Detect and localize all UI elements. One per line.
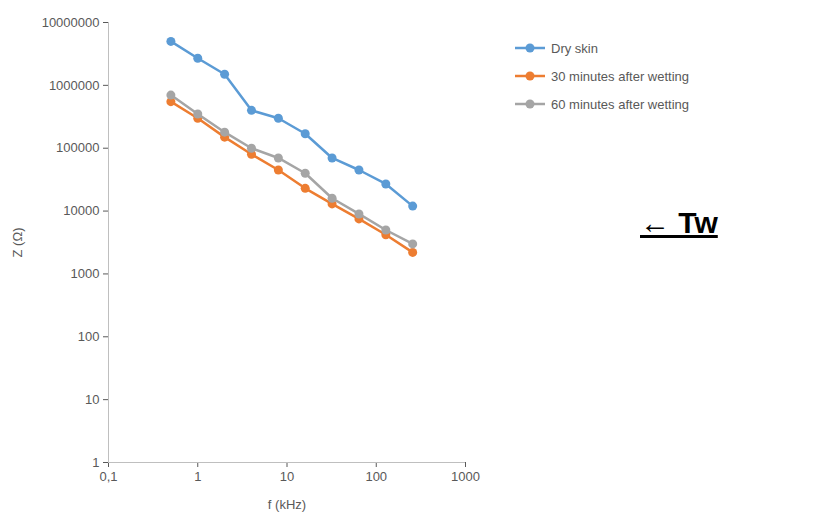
html-text:60 minutes after wetting: 60 minutes after wetting <box>551 96 689 112</box>
svg-text:1000: 1000 <box>451 469 480 484</box>
svg-text:100: 100 <box>365 469 387 484</box>
svg-text:1: 1 <box>92 455 99 470</box>
html-text:Dry skin: Dry skin <box>551 40 598 56</box>
svg-text:1000000: 1000000 <box>49 78 100 93</box>
svg-text:1000: 1000 <box>71 266 100 281</box>
svg-text:f (kHz): f (kHz) <box>268 497 306 512</box>
svg-text:100: 100 <box>78 329 100 344</box>
svg-text:10: 10 <box>85 392 99 407</box>
html-text:30 minutes after wetting: 30 minutes after wetting <box>551 68 689 84</box>
svg-text:Z (Ω): Z (Ω) <box>10 228 25 258</box>
svg-text:10000000: 10000000 <box>42 15 100 30</box>
svg-text:10: 10 <box>280 469 294 484</box>
svg-text:100000: 100000 <box>56 140 99 155</box>
svg-text:1: 1 <box>194 469 201 484</box>
html-text:← Tw: ← Tw <box>640 206 718 239</box>
svg-text:0,1: 0,1 <box>99 469 117 484</box>
svg-text:10000: 10000 <box>63 203 99 218</box>
